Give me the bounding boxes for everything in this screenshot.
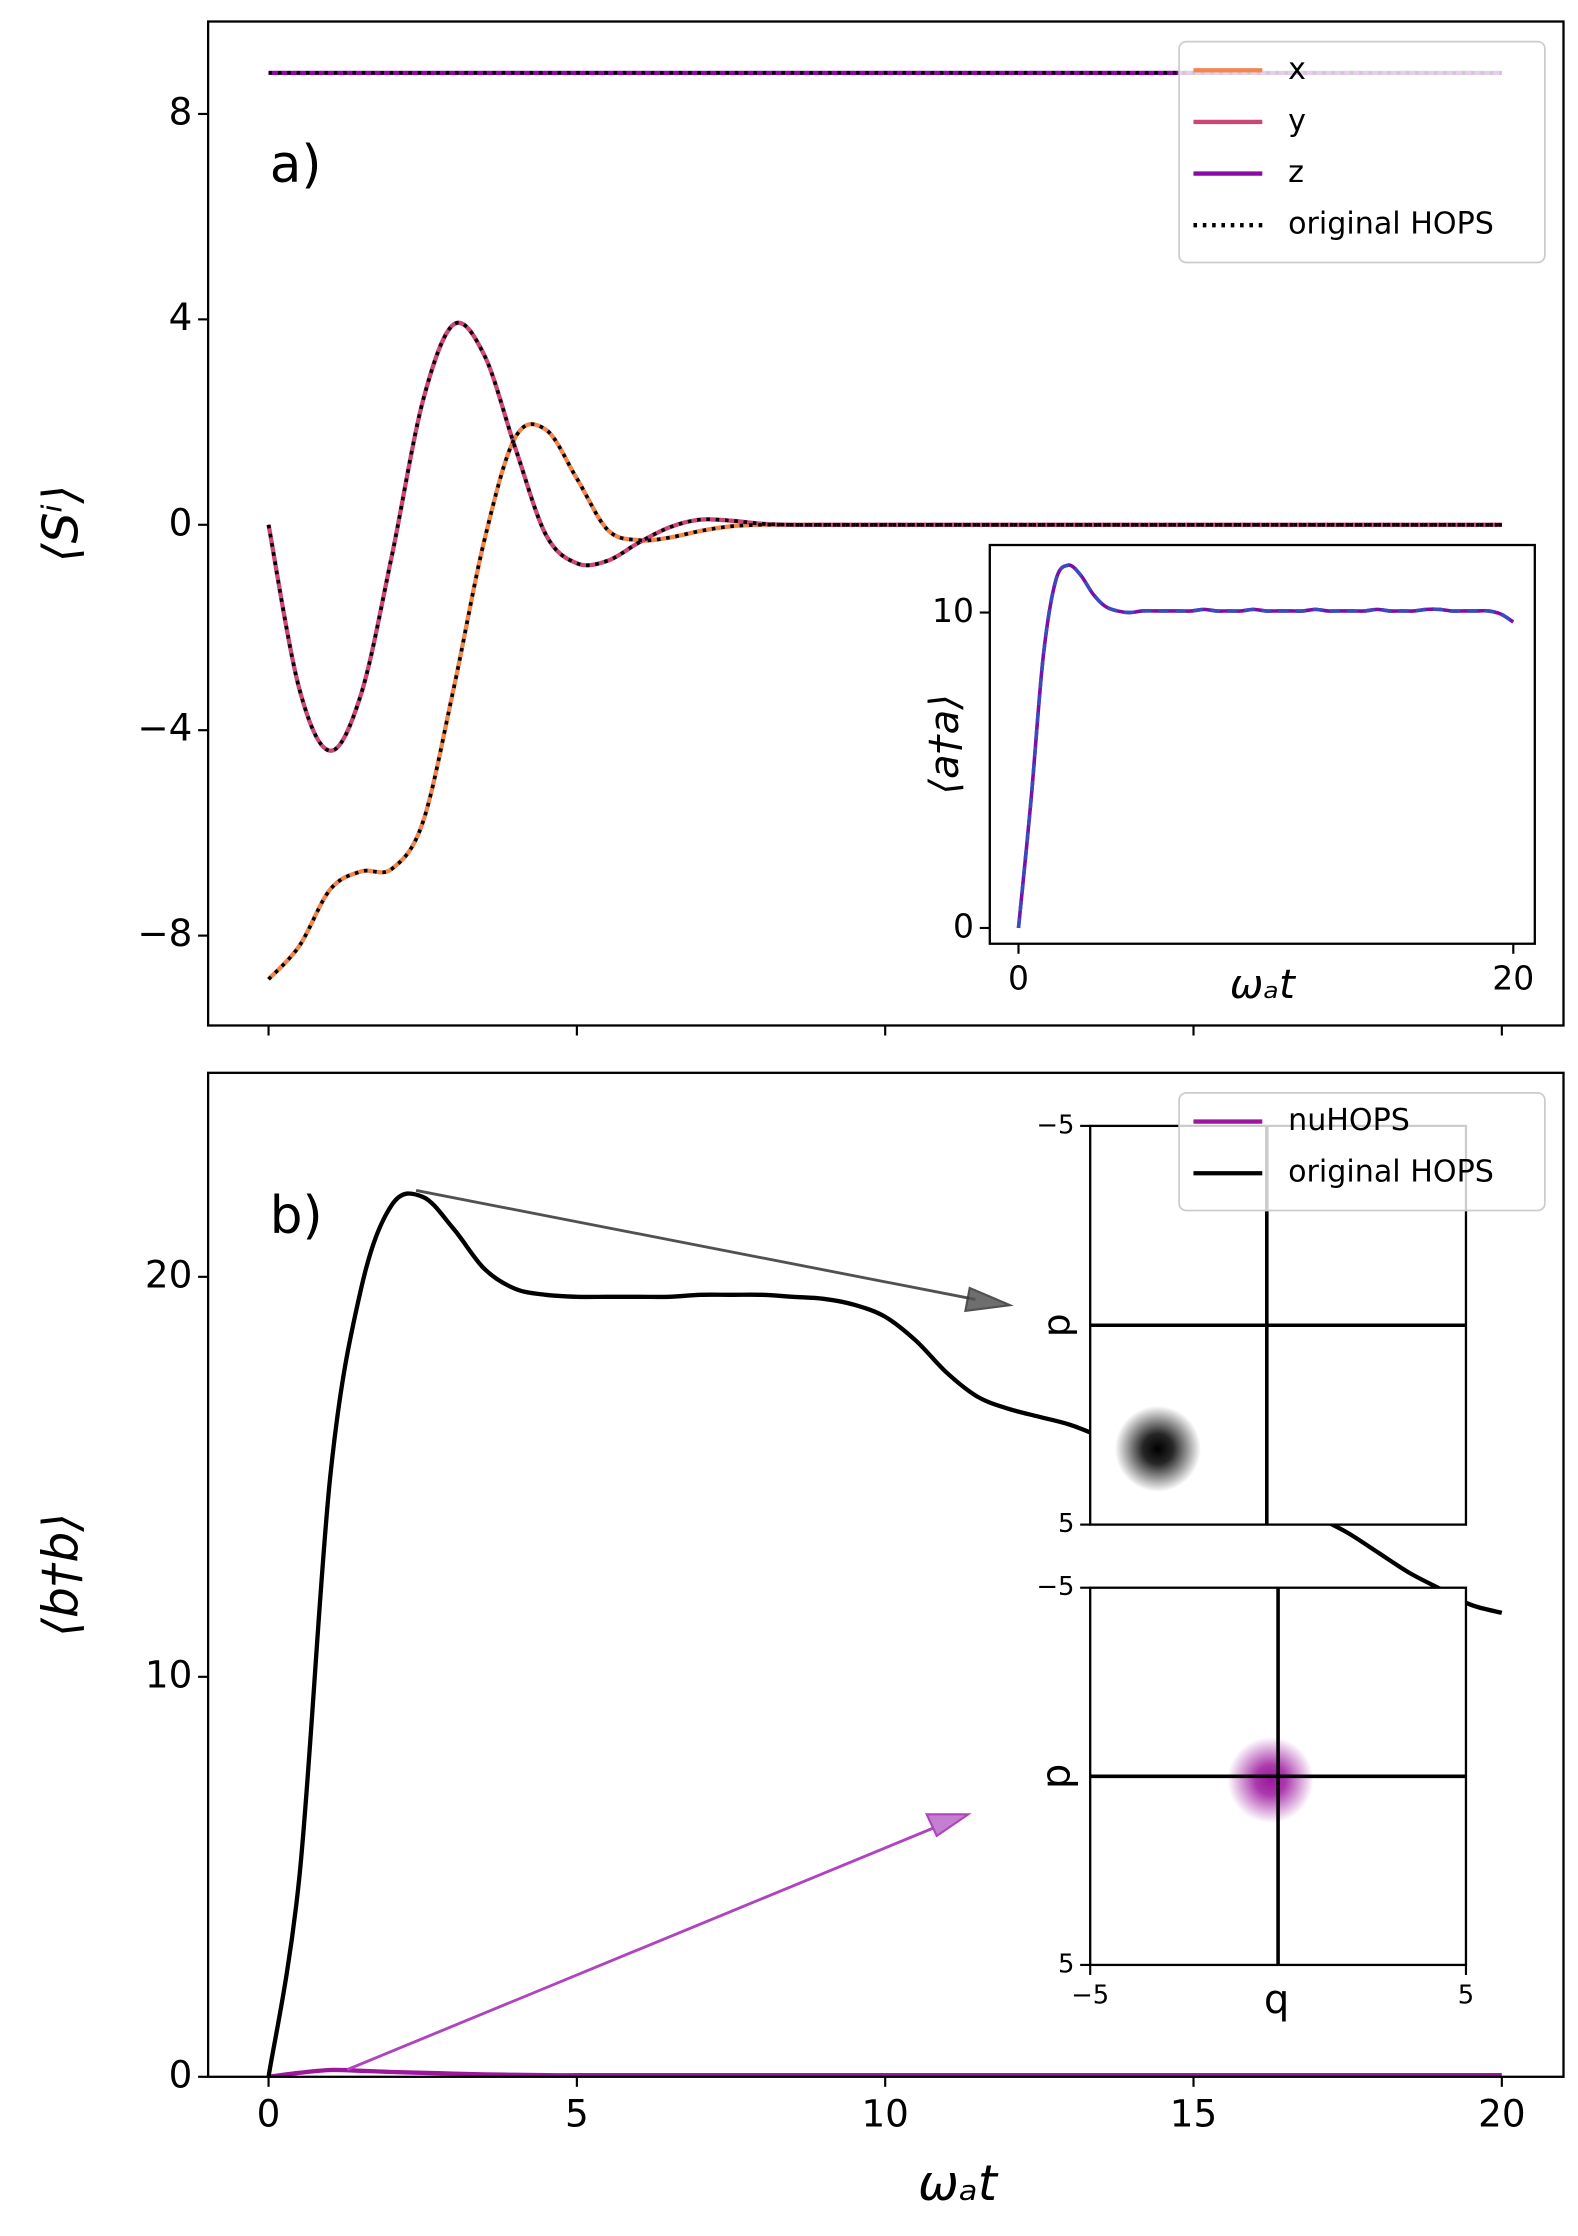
arrow	[346, 1825, 936, 2071]
y-tick-label: 10	[145, 1652, 192, 1696]
legends: xyz original HOPS nuHOPS original HOPS	[1178, 40, 1546, 1212]
legend-box	[1178, 40, 1546, 264]
y-tick-label: −8	[137, 911, 192, 955]
series-line	[268, 2067, 1502, 2077]
legend-label: nuHOPS	[1288, 1103, 1410, 1138]
arrow-head	[924, 1813, 972, 1838]
density-peak	[1114, 1405, 1201, 1492]
series-line	[1016, 563, 1515, 929]
arrows	[346, 1189, 1014, 2071]
y-tick-label: 5	[1058, 1949, 1074, 1979]
legend-label: x	[1288, 52, 1306, 87]
y-tick-label: 10	[932, 591, 974, 630]
x-tick-label: 20	[1478, 2092, 1525, 2136]
y-tick-label: 5	[1058, 1509, 1074, 1539]
y-axis-label: p	[1034, 1313, 1078, 1337]
panel-label: b)	[270, 1186, 323, 1246]
y-axis-label: ⟨Sⁱ⟩	[34, 485, 90, 563]
x-tick-label: 0	[1008, 958, 1029, 997]
overlay-line	[266, 320, 1502, 753]
axes-frame	[988, 543, 1536, 945]
legend-box	[1178, 1092, 1546, 1212]
y-axis-label: ⟨b†b⟩	[34, 1513, 90, 1637]
y-tick-label: 4	[169, 295, 193, 339]
arrow-head	[964, 1286, 1014, 1313]
y-axis-label: p	[1034, 1764, 1080, 1789]
axes-frame	[206, 1071, 1565, 2078]
y-tick-label: −4	[137, 706, 192, 750]
x-tick-label: 5	[1458, 1980, 1474, 2010]
x-tick-label: −5	[1071, 1980, 1109, 2010]
x-tick-label: 15	[1170, 2092, 1217, 2136]
plot-area: −8 −4 0 4 8 a) ⟨Sⁱ⟩ 0 20 0 10 ⟨a†a⟩ ωₐt 0 5 10 15 20 0 10 20…	[34, 20, 1565, 2212]
legend-label: y	[1288, 103, 1306, 138]
legend-label: z	[1288, 155, 1304, 190]
y-tick-label: −5	[1036, 1572, 1074, 1602]
density-peak	[1227, 1737, 1314, 1824]
legend-label: original HOPS	[1288, 1155, 1494, 1190]
y-tick-label: 0	[169, 2052, 193, 2096]
axes-frame	[1089, 1586, 1468, 1967]
x-tick-label: 0	[257, 2092, 281, 2136]
y-axis-label: ⟨a†a⟩	[922, 694, 968, 795]
x-axis-label: ωₐt	[1230, 962, 1296, 1008]
y-tick-label: 0	[169, 500, 193, 544]
arrow	[415, 1189, 976, 1301]
x-axis-label: ωₐt	[918, 2156, 999, 2212]
x-tick-label: 5	[565, 2092, 589, 2136]
legend-label: original HOPS	[1288, 207, 1494, 242]
x-tick-label: 10	[861, 2092, 908, 2136]
y-tick-label: 20	[145, 1252, 192, 1296]
y-tick-label: 0	[953, 906, 974, 945]
y-tick-label: −5	[1036, 1110, 1074, 1140]
x-axis-label: q	[1264, 1977, 1289, 2023]
panel-label: a)	[270, 135, 322, 195]
x-tick-label: 20	[1492, 958, 1534, 997]
y-tick-label: 8	[169, 89, 193, 133]
overlay-line	[267, 422, 1502, 981]
inset-background	[989, 545, 1535, 944]
